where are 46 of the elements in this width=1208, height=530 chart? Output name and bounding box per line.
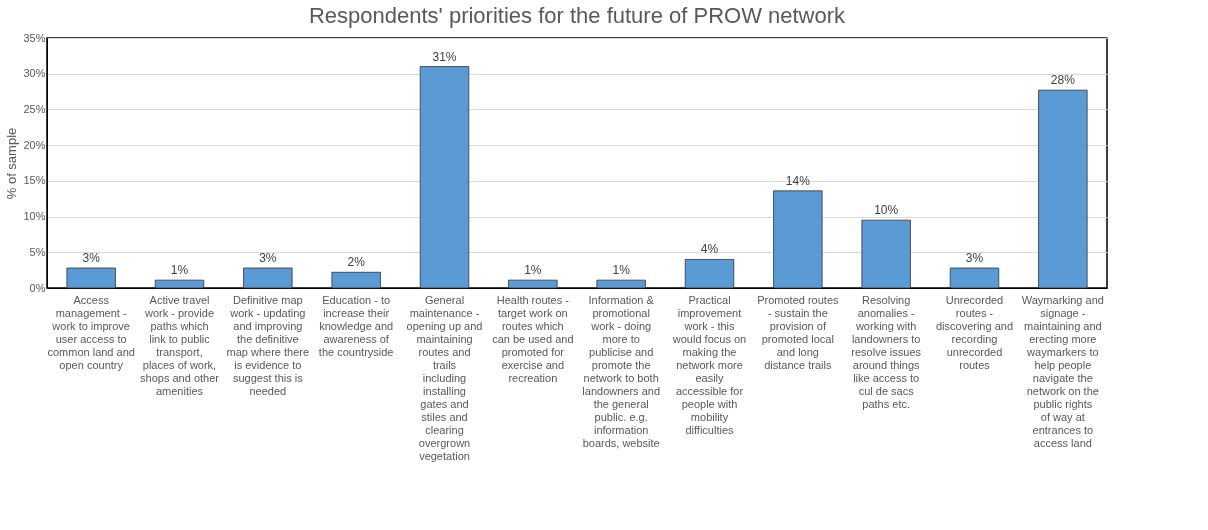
x-tick-label: Active travel work - provide paths which link to public transport, places of work, shops and other amenities [140,293,220,397]
bar [861,219,911,289]
category-label: Practical improvement work - this would focus on making the network more easily accessible for people with mobility difficulties [672,293,747,436]
data-label: 1% [170,263,189,278]
data-label: 1% [524,263,542,278]
data-label: 10% [874,203,899,218]
bar [66,267,116,289]
data-label: 31% [432,49,457,64]
x-tick-label: Education - to increase their knowledge and awareness of the countryside [318,293,394,358]
data-label: 3% [259,251,277,265]
category-label: Information & promotional work - doing more to publicise and promote the network to both landowners and the general public. e.g. information boards, website [582,293,660,449]
data-label: 28% [1050,73,1076,88]
y-tick-label: 30% [23,67,46,80]
x-tick-label: Health routes - target work on routes which can be used and promoted for exercise and recreation [492,293,574,384]
category-label: Resolving anomalies - working with landowners to resolve issues around things like access to cul de sacs paths etc. [851,293,922,410]
data-label: 4% [700,242,719,257]
data-label: 3% [82,251,101,265]
bar [773,190,823,289]
y-tick-label: 5% [29,245,46,258]
x-tick-label: Access management - work to improve user access to common land and open country [47,293,135,371]
data-label: 14% [785,173,811,188]
y-tick-label: 25% [23,102,46,115]
x-tick-label: Unrecorded routes - discovering and recording unrecorded routes [935,293,1014,371]
bar [1038,89,1088,289]
x-tick-label: Definitive map work - updating and improving the definitive map where there is evidence to suggest this is needed [226,293,310,397]
bar [243,267,293,289]
data-label: 2% [347,255,366,270]
bar [508,279,558,289]
data-label: 3% [965,251,984,265]
category-label: Waymarking and signage - maintaining and erecting more waymarkers to help people navigate the network on the public rights of way at entrances to access land [1021,293,1104,449]
y-tick-label: 0% [29,281,46,294]
data-label: 1% [612,263,631,278]
bar [949,267,1000,289]
bar [684,259,735,289]
y-tick-label: 20% [23,138,46,151]
bar [331,271,381,289]
y-tick-label: 35% [23,31,46,44]
y-axis-title: % of sample [4,127,20,200]
bar [419,66,470,289]
category-label: General maintenance - opening up and maintaining routes and trails including installing gates and stiles and clearing overgrown vegetation [406,293,483,462]
y-tick-label: 15% [23,174,46,187]
chart-title: Respondents' priorities for the future of PROW network [308,3,847,28]
bar [596,279,646,289]
bar [154,279,205,289]
x-tick-label: Promoted routes - sustain the provision of promoted local and long distance trails [757,293,839,371]
y-tick-label: 10% [23,210,46,223]
